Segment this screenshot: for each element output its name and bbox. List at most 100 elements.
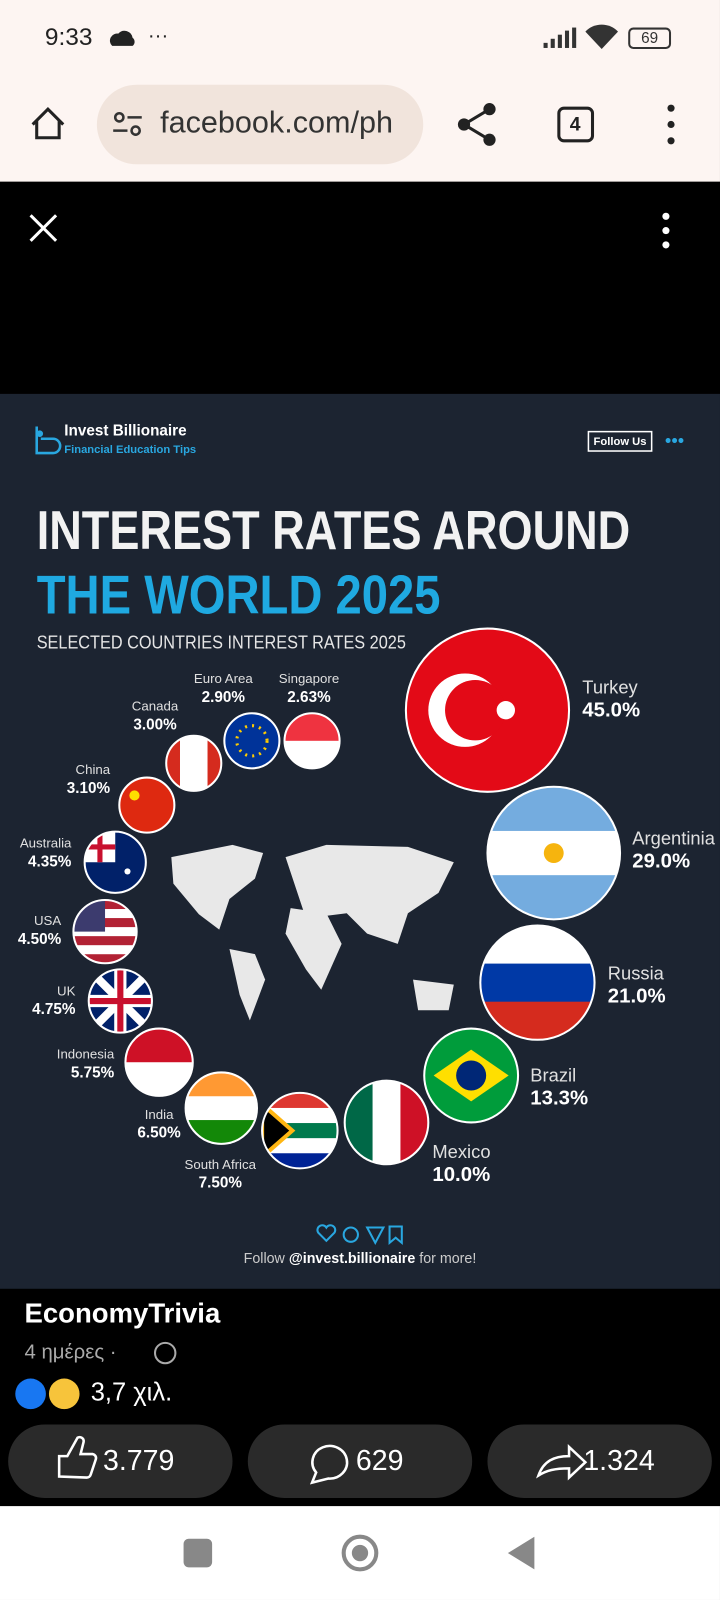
country-rate: 21.0%: [608, 985, 666, 1007]
triangle: [262, 1099, 296, 1162]
brand: Invest Billionaire: [64, 423, 186, 440]
country-rate: 2.90%: [202, 689, 246, 706]
reaction-count[interactable]: 3,7 χιλ.: [91, 1379, 172, 1407]
flag-bubble: [88, 969, 152, 1033]
like-button[interactable]: [8, 1424, 233, 1498]
country-name: Euro Area: [194, 671, 254, 686]
star: [129, 790, 140, 801]
menu-button[interactable]: [667, 104, 675, 145]
author[interactable]: EconomyTrivia: [24, 1298, 220, 1329]
star: [496, 701, 515, 720]
globe: [456, 1060, 487, 1091]
more-icon: •••: [665, 430, 684, 451]
cross-red2: [88, 969, 152, 1033]
flag-bubble: [119, 777, 175, 833]
flag-stripe: [185, 1120, 257, 1144]
comment-count: 629: [356, 1445, 404, 1477]
comment-icon: [309, 1444, 349, 1485]
footer-handle: @invest.billionaire: [289, 1251, 416, 1267]
cloud-icon: [109, 30, 135, 46]
bubble-outline: [87, 968, 153, 1034]
sun: [543, 843, 564, 864]
bubble-outline: [343, 1079, 430, 1166]
bubble-outline: [404, 627, 571, 793]
follow-button[interactable]: [587, 430, 653, 452]
like-count: 3.779: [103, 1445, 174, 1477]
url: facebook.com/ph: [160, 106, 393, 140]
back-button[interactable]: [507, 1536, 535, 1570]
star: [124, 868, 131, 875]
footer-prefix: Follow: [244, 1251, 286, 1267]
brand-logo: [35, 426, 62, 455]
battery-level: 69: [641, 30, 658, 47]
flag-stripe: [73, 927, 137, 937]
flag-stripe: [73, 954, 137, 964]
bubble-outline: [223, 712, 281, 770]
share-button[interactable]: [457, 103, 496, 146]
bubble-outline: [423, 1027, 520, 1124]
flag-stripe: [224, 713, 280, 769]
close-button[interactable]: [29, 214, 58, 242]
comment-button[interactable]: [247, 1424, 473, 1498]
home-button[interactable]: [31, 107, 65, 140]
country-name: China: [76, 762, 111, 777]
share-icon: [536, 1443, 588, 1481]
country-rate: 4.35%: [28, 853, 72, 870]
footer: Follow @invest.billionaire for more!: [244, 1251, 477, 1267]
bubble-outline: [118, 776, 176, 834]
bubble-outline: [479, 924, 596, 1041]
bubble-outline: [72, 898, 138, 965]
star-ring: [235, 724, 269, 758]
country-rate: 3.00%: [133, 717, 177, 734]
country-rate: 10.0%: [432, 1164, 490, 1186]
country-name: Brazil: [530, 1064, 576, 1085]
country-rate: 6.50%: [137, 1125, 181, 1142]
bubble-outline: [184, 1071, 259, 1145]
more-dots: ···: [148, 25, 168, 47]
flag-bubble: [224, 713, 280, 769]
home-nav-button[interactable]: [341, 1534, 379, 1572]
country-name: Canada: [132, 699, 179, 714]
share-post-button[interactable]: [487, 1424, 712, 1498]
flag-stripe: [480, 963, 595, 1003]
country-name: South Africa: [185, 1157, 257, 1172]
title-line2: THE WORLD 2025: [37, 564, 441, 626]
country-rate: 29.0%: [632, 851, 690, 873]
wow-reaction: [48, 1378, 80, 1410]
flag-stripe: [193, 735, 209, 791]
title-line1: INTEREST RATES AROUND: [37, 499, 631, 561]
country-rate: 2.63%: [287, 689, 331, 706]
tagline: Financial Education Tips: [64, 444, 196, 456]
subtitle: SELECTED COUNTRIES INTEREST RATES 2025: [37, 632, 406, 653]
home-nav-dot: [351, 1544, 369, 1562]
flag-bubble: [405, 628, 570, 792]
country-name: Russia: [608, 962, 665, 983]
country-rate: 7.50%: [199, 1175, 243, 1192]
country-rate: 13.3%: [530, 1087, 588, 1109]
flag-stripe: [372, 1080, 401, 1165]
globe-icon: [153, 1341, 177, 1365]
country-rate: 4.75%: [32, 1001, 76, 1018]
country-name: Indonesia: [57, 1047, 115, 1062]
flag-bubble: [424, 1028, 519, 1123]
world-map: [171, 844, 454, 1021]
country-name: Argentinia: [632, 828, 715, 849]
url-bar[interactable]: [96, 84, 424, 165]
footer-suffix: for more!: [419, 1251, 476, 1267]
recents-button[interactable]: [183, 1538, 213, 1568]
bubble-outline: [261, 1091, 339, 1170]
flag-stripe: [73, 945, 137, 955]
tabs-button[interactable]: [557, 106, 595, 143]
bubble-outline: [124, 1027, 194, 1097]
options-button[interactable]: [662, 212, 670, 249]
wifi-icon: [585, 24, 618, 49]
country-name: USA: [34, 913, 61, 928]
like-reaction: [15, 1378, 46, 1410]
site-info-icon[interactable]: [113, 111, 142, 136]
post-time: 4 ημέρες ·: [24, 1341, 116, 1363]
country-rate: 4.50%: [18, 931, 62, 948]
flag-stripe: [179, 735, 195, 791]
